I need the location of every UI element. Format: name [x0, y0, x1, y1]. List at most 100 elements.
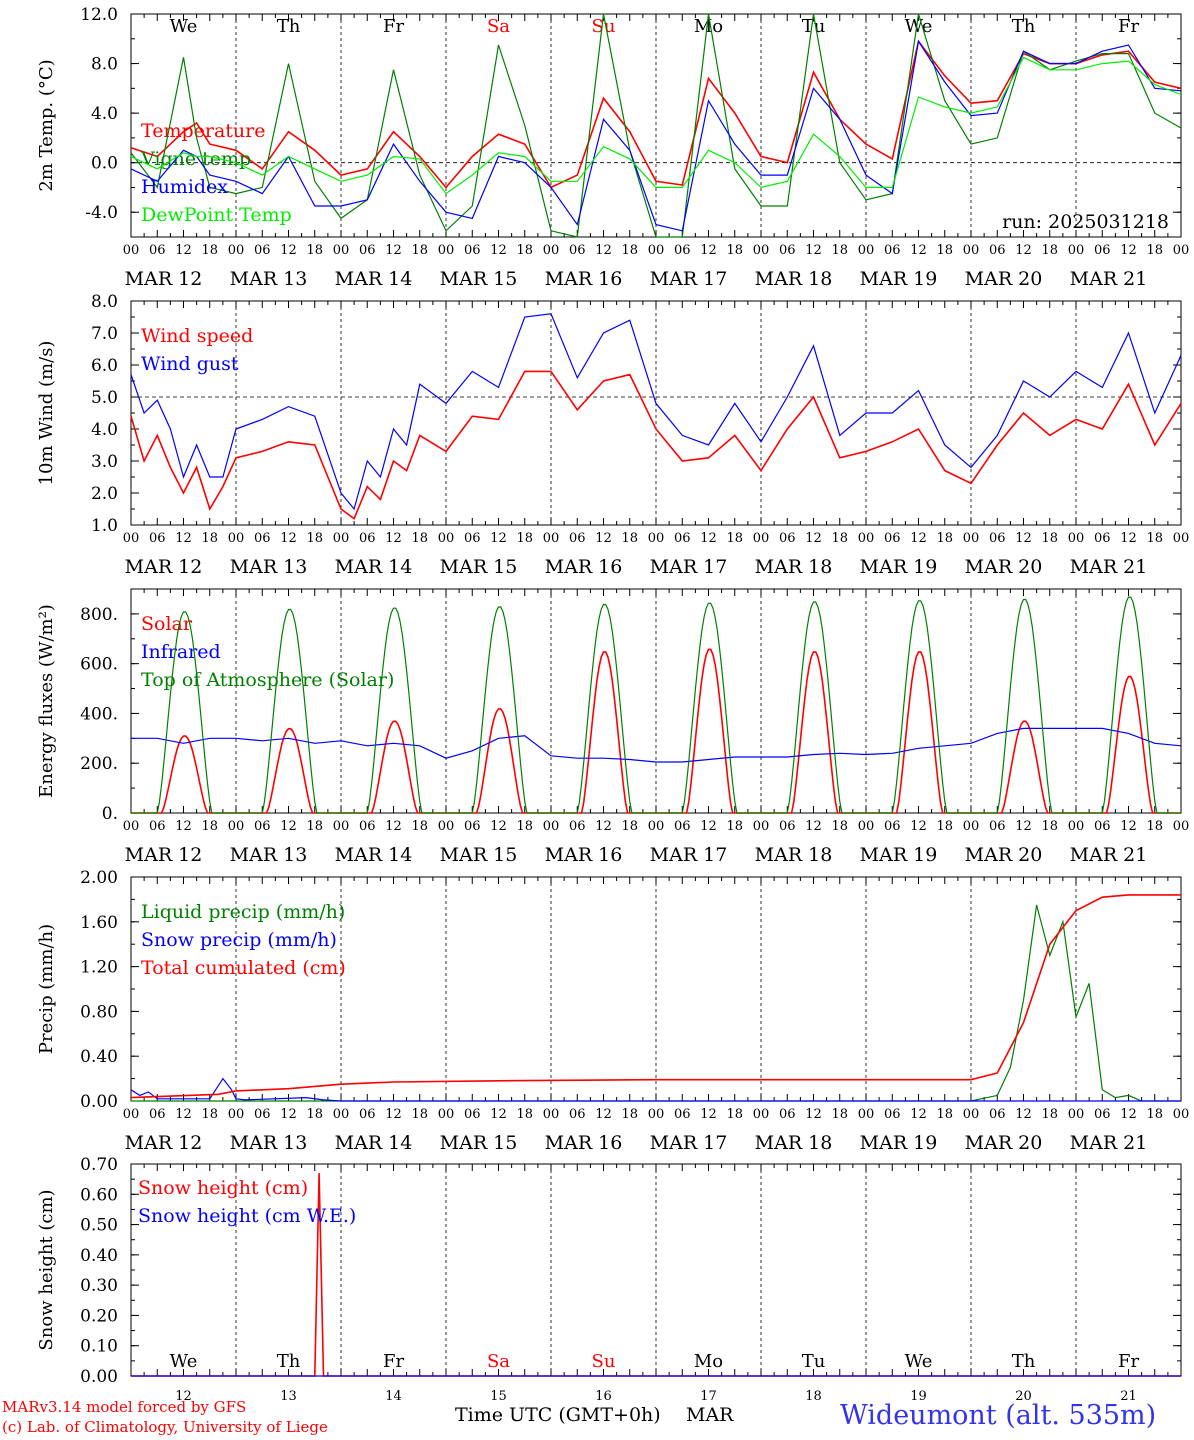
- y-tick-label: 0.40: [80, 1246, 118, 1266]
- day-number-label: 18: [805, 1389, 822, 1404]
- y-tick-label: 600.: [80, 655, 118, 675]
- series-line-temperature: [130, 39, 1182, 189]
- date-label: MAR 14: [335, 844, 413, 866]
- hour-tick-label: 18: [726, 819, 743, 834]
- weekday-label: Sa: [487, 16, 510, 37]
- date-label: MAR 14: [335, 556, 413, 578]
- date-label: MAR 16: [545, 556, 623, 578]
- y-axis-label: Snow height (cm): [36, 1189, 57, 1350]
- hour-tick-label: 18: [621, 531, 638, 546]
- hour-tick-label: 18: [621, 819, 638, 834]
- date-label: MAR 13: [230, 844, 308, 866]
- hour-tick-label: 18: [1146, 819, 1163, 834]
- hour-tick-label: 18: [411, 1107, 428, 1122]
- legend-entry: Humidex: [141, 176, 228, 198]
- date-label: MAR 13: [230, 556, 308, 578]
- hour-tick-label: 12: [175, 531, 192, 546]
- weekday-label: Su: [592, 1351, 616, 1372]
- hour-tick-label: 06: [884, 243, 901, 258]
- hour-tick-label: 00: [333, 243, 350, 258]
- hour-tick-label: 12: [700, 819, 717, 834]
- month-label: MAR: [686, 1404, 734, 1426]
- hour-tick-label: 06: [254, 1107, 271, 1122]
- hour-tick-label: 12: [490, 531, 507, 546]
- y-tick-label: 1.60: [80, 913, 118, 933]
- weekday-label: Fr: [383, 1351, 404, 1372]
- hour-tick-label: 12: [1120, 1107, 1137, 1122]
- y-tick-label: 2.0: [91, 484, 118, 504]
- hour-tick-label: 12: [700, 531, 717, 546]
- hour-tick-label: 06: [149, 243, 166, 258]
- hour-tick-label: 00: [1068, 1107, 1085, 1122]
- hour-tick-label: 12: [175, 243, 192, 258]
- date-label: MAR 13: [230, 1132, 308, 1154]
- hour-tick-label: 06: [989, 1107, 1006, 1122]
- series-line-dewpoint-temp: [130, 56, 1182, 195]
- hour-tick-label: 18: [516, 819, 533, 834]
- station-title: Wideumont (alt. 535m): [840, 1400, 1157, 1431]
- date-label: MAR 20: [965, 844, 1043, 866]
- hour-tick-label: 12: [1120, 819, 1137, 834]
- hour-tick-label: 18: [516, 531, 533, 546]
- y-tick-label: 200.: [80, 754, 118, 774]
- y-tick-label: 0.: [102, 804, 118, 824]
- hour-tick-label: 12: [595, 243, 612, 258]
- y-tick-label: 5.0: [91, 388, 118, 408]
- legend-entry: Wind gust: [141, 353, 239, 375]
- weekday-label: Fr: [1118, 1351, 1139, 1372]
- date-label: MAR 20: [965, 268, 1043, 290]
- weekday-label: We: [905, 1351, 933, 1372]
- date-label: MAR 12: [125, 556, 203, 578]
- date-label: MAR 16: [545, 844, 623, 866]
- hour-tick-label: 06: [989, 819, 1006, 834]
- weekday-label: Mo: [694, 16, 723, 37]
- y-axis-label: 10m Wind (m/s): [36, 341, 57, 486]
- hour-tick-label: 12: [595, 1107, 612, 1122]
- hour-tick-label: 12: [805, 531, 822, 546]
- hour-tick-label: 06: [464, 1107, 481, 1122]
- date-label: MAR 19: [860, 556, 938, 578]
- y-tick-label: 4.0: [91, 104, 118, 124]
- hour-tick-label: 18: [306, 243, 323, 258]
- date-label: MAR 19: [860, 1132, 938, 1154]
- series-line-wind-speed: [130, 370, 1182, 520]
- day-number-label: 17: [700, 1389, 717, 1404]
- hour-tick-label: 12: [700, 243, 717, 258]
- hour-tick-label: 00: [438, 243, 455, 258]
- hour-tick-label: 00: [1173, 243, 1190, 258]
- series-line-total-cumulated-cm-: [130, 894, 1181, 1099]
- series-line-wind-gust: [130, 313, 1182, 511]
- date-label: MAR 18: [755, 268, 833, 290]
- legend-entry: Snow height (cm W.E.): [138, 1205, 356, 1227]
- model-credit: MARv3.14 model forced by GFS: [2, 1398, 247, 1416]
- date-label: MAR 15: [440, 844, 518, 866]
- hour-tick-label: 18: [936, 243, 953, 258]
- date-label: MAR 14: [335, 1132, 413, 1154]
- hour-tick-label: 00: [123, 243, 140, 258]
- hour-tick-label: 18: [201, 1107, 218, 1122]
- weekday-label: Sa: [487, 1351, 510, 1372]
- y-axis-label: Precip (mm/h): [36, 924, 57, 1054]
- hour-tick-label: 06: [674, 1107, 691, 1122]
- hour-tick-label: 00: [228, 243, 245, 258]
- hour-tick-label: 18: [516, 243, 533, 258]
- hour-tick-label: 12: [490, 1107, 507, 1122]
- hour-tick-label: 18: [1041, 243, 1058, 258]
- hour-tick-label: 00: [438, 1107, 455, 1122]
- y-axis-label: 2m Temp. (°C): [36, 59, 57, 191]
- date-label: MAR 15: [440, 268, 518, 290]
- date-label: MAR 21: [1070, 556, 1148, 578]
- day-number-label: 19: [910, 1389, 927, 1404]
- hour-tick-label: 00: [438, 531, 455, 546]
- hour-tick-label: 18: [621, 243, 638, 258]
- hour-tick-label: 00: [858, 819, 875, 834]
- copyright-credit: (c) Lab. of Climatology, University of L…: [2, 1418, 328, 1436]
- hour-tick-label: 00: [753, 531, 770, 546]
- hour-tick-label: 06: [779, 243, 796, 258]
- hour-tick-label: 00: [1068, 531, 1085, 546]
- hour-tick-label: 00: [753, 1107, 770, 1122]
- date-label: MAR 21: [1070, 844, 1148, 866]
- hour-tick-label: 18: [201, 819, 218, 834]
- hour-tick-label: 00: [858, 531, 875, 546]
